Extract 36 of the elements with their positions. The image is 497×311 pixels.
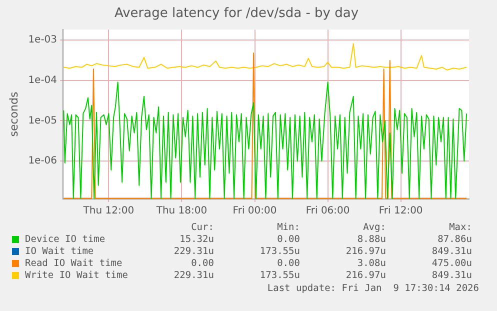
text: 173.55u xyxy=(258,246,300,258)
text: 849.31u xyxy=(430,270,472,282)
text: 0.00 xyxy=(190,258,214,270)
y-axis-title: seconds xyxy=(7,92,20,137)
text: 0.00 xyxy=(276,234,300,246)
x-tick-label: Fri 06:00 xyxy=(306,206,350,217)
text: Avg: xyxy=(362,222,386,234)
text: 216.97u xyxy=(344,270,386,282)
text: 849.31u xyxy=(430,246,472,258)
text: Max: xyxy=(448,222,472,234)
x-tick-label: Fri 00:00 xyxy=(232,206,277,217)
x-tick-label: Thu 18:00 xyxy=(155,206,208,217)
x-tick-label: Thu 12:00 xyxy=(82,206,134,217)
text: 8.88u xyxy=(356,234,386,246)
text: Min: xyxy=(276,222,300,234)
text: 173.55u xyxy=(258,270,300,282)
legend-label: Write IO Wait time xyxy=(24,270,128,282)
text: 475.00u xyxy=(430,258,472,270)
text: 229.31u xyxy=(172,246,214,258)
text: 15.32u xyxy=(178,234,214,246)
legend-label: IO Wait time xyxy=(24,246,95,258)
y-tick-label: 1e-06 xyxy=(28,156,58,167)
y-tick-label: 1e-03 xyxy=(28,34,58,46)
text: 229.31u xyxy=(172,270,214,282)
y-tick-label: 1e-05 xyxy=(28,115,58,126)
y-tick-label: 1e-04 xyxy=(28,74,58,86)
text: 216.97u xyxy=(344,246,386,258)
text: 87.86u xyxy=(436,234,472,246)
text: Last update: Fri Jan 9 17:30:14 2026 xyxy=(267,283,479,294)
text: 0.00 xyxy=(276,258,300,270)
legend-label: Read IO Wait time xyxy=(24,258,124,270)
text: Cur: xyxy=(190,222,214,234)
x-tick-label: Fri 12:00 xyxy=(378,206,423,217)
chart-title: Average latency for /dev/sda - by day xyxy=(114,6,359,22)
legend-label: Device IO time xyxy=(24,234,106,246)
text: 3.08u xyxy=(356,258,386,270)
